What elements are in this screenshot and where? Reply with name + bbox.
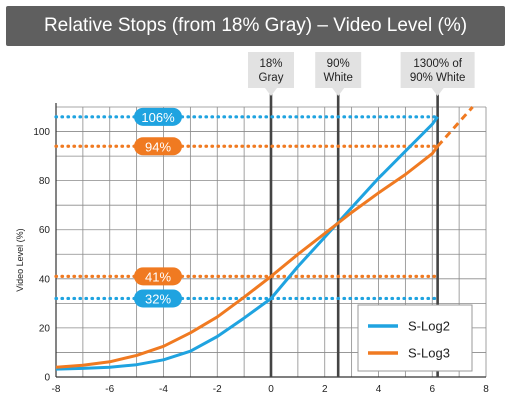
x-tick-label: 8 [483,384,489,395]
y-tick-label: 80 [39,176,51,187]
reference-label-pointer [431,88,444,96]
chart-title: Relative Stops (from 18% Gray) – Video L… [6,6,505,46]
value-badge [134,137,182,156]
reference-label: Gray [259,72,284,84]
value-badge-text: 106% [141,110,175,125]
y-tick-label: 40 [39,274,51,285]
legend-label: S-Log3 [408,346,450,361]
x-tick-label: 6 [429,384,435,395]
reference-label-pointer [265,88,277,96]
reference-label-pointer [332,88,345,96]
y-tick-label: 0 [44,373,50,384]
y-tick-label: 60 [39,225,51,236]
reference-label: 18% [259,58,282,70]
x-tick-label: 4 [376,384,382,395]
series-line-s-log2 [55,115,439,371]
x-tick-label: 2 [322,384,328,395]
value-badge-text: 94% [145,139,171,154]
legend-label: S-Log2 [408,319,450,334]
series-line-s-log3 [55,145,439,369]
y-tick-label: 100 [33,127,50,138]
y-tick-label: 20 [39,323,51,334]
legend-box [357,304,473,372]
x-tick-label: 0 [268,384,274,395]
value-badge [134,107,182,126]
reference-label-box [315,52,362,88]
value-badge [134,289,182,308]
x-tick-label: -4 [159,384,168,395]
reference-label: 90% [327,58,350,70]
reference-label-box [248,52,294,88]
reference-label: White [323,72,352,84]
value-badge-text: 32% [145,291,171,306]
reference-label: 1300% of [413,58,462,70]
x-tick-label: -6 [105,384,114,395]
x-tick-label: -2 [213,384,222,395]
reference-label: 90% White [410,72,466,84]
value-badge [134,267,182,286]
series-dashed-extension-s-log3 [436,106,474,148]
value-badge-text: 41% [145,269,171,284]
reference-label-box [400,52,475,88]
x-tick-label: -8 [52,384,61,395]
y-axis-label: Video Level (%) [15,228,25,291]
